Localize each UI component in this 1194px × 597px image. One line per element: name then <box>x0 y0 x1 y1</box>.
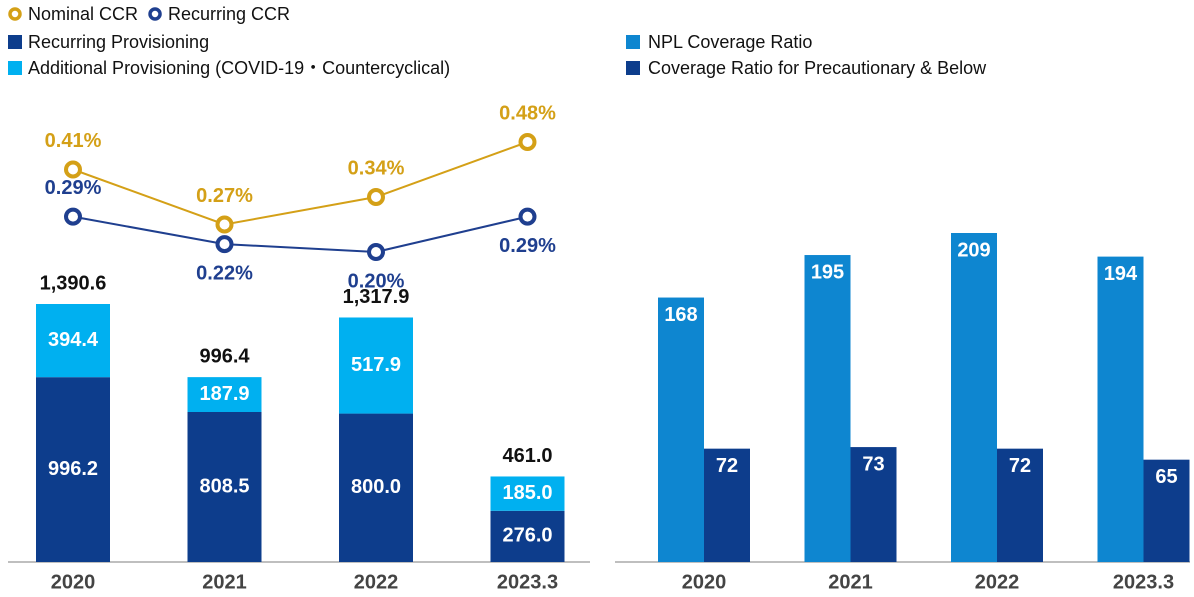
data-label: 72 <box>1009 455 1031 477</box>
legend-label: Coverage Ratio for Precautionary & Below <box>648 58 987 78</box>
x-tick-label: 2022 <box>975 571 1020 593</box>
x-tick-label: 2021 <box>202 571 247 593</box>
bar <box>339 413 413 562</box>
data-label: 394.4 <box>48 329 99 351</box>
line-marker <box>367 188 385 206</box>
legend-marker <box>148 7 162 21</box>
legend-swatch <box>8 35 22 49</box>
legend-swatch <box>626 35 640 49</box>
line-marker <box>215 235 234 254</box>
data-label: 276.0 <box>502 525 552 547</box>
data-label: 800.0 <box>351 476 401 498</box>
data-label: 0.22% <box>196 262 253 284</box>
line-marker <box>64 207 82 226</box>
data-label: 187.9 <box>199 383 249 405</box>
data-label: 0.27% <box>196 185 253 207</box>
data-label: 209 <box>957 239 990 261</box>
x-tick-label: 2023.3 <box>1113 571 1174 593</box>
bar <box>1097 256 1144 562</box>
data-label: 0.29% <box>45 177 102 199</box>
line <box>72 141 528 226</box>
legend-swatch <box>626 61 640 75</box>
bar <box>187 411 262 562</box>
x-tick-label: 2020 <box>51 571 96 593</box>
x-tick-label: 2022 <box>354 571 399 593</box>
x-tick-label: 2023.3 <box>497 571 558 593</box>
bar <box>704 448 750 562</box>
bar <box>850 447 897 562</box>
data-label: 0.41% <box>45 130 102 152</box>
data-label: 517.9 <box>351 354 401 376</box>
legend-label: Recurring Provisioning <box>28 32 209 52</box>
data-label: 73 <box>862 453 884 475</box>
bar <box>187 377 262 412</box>
line-marker <box>64 160 82 179</box>
bar <box>951 233 997 562</box>
bar <box>490 476 565 511</box>
total-label: 1,390.6 <box>40 272 107 294</box>
bar <box>1143 459 1190 562</box>
bar <box>36 304 110 378</box>
line-marker <box>215 215 234 234</box>
data-label: 996.2 <box>48 458 98 480</box>
legend-label: Nominal CCR <box>28 4 138 24</box>
legend-label: Additional Provisioning (COVID-19・Counte… <box>28 58 450 78</box>
data-label: 0.29% <box>499 235 556 257</box>
legend-swatch <box>8 61 22 75</box>
line-marker <box>518 207 537 226</box>
data-label: 0.20% <box>348 270 405 292</box>
x-tick-label: 2020 <box>682 571 727 593</box>
total-label: 1,317.9 <box>343 286 410 308</box>
total-label: 996.4 <box>199 345 250 367</box>
line-marker <box>367 243 385 261</box>
bar <box>339 317 413 414</box>
data-label: 194 <box>1104 263 1138 285</box>
bar <box>490 510 565 562</box>
line-marker <box>518 133 537 151</box>
x-tick-label: 2021 <box>828 571 873 593</box>
data-label: 0.34% <box>348 157 405 179</box>
data-label: 168 <box>664 304 697 326</box>
data-label: 185.0 <box>502 482 552 504</box>
legend-marker <box>8 7 22 21</box>
legend-label: NPL Coverage Ratio <box>648 32 812 52</box>
line <box>72 215 528 254</box>
total-label: 461.0 <box>502 445 552 467</box>
bar <box>658 297 704 562</box>
data-label: 195 <box>811 261 844 283</box>
data-label: 72 <box>716 455 738 477</box>
legend-label: Recurring CCR <box>168 4 290 24</box>
data-label: 808.5 <box>199 475 249 497</box>
data-label: 0.48% <box>499 102 556 124</box>
bar <box>997 448 1043 562</box>
bar <box>36 377 110 562</box>
data-label: 65 <box>1155 466 1177 488</box>
bar <box>804 255 851 563</box>
